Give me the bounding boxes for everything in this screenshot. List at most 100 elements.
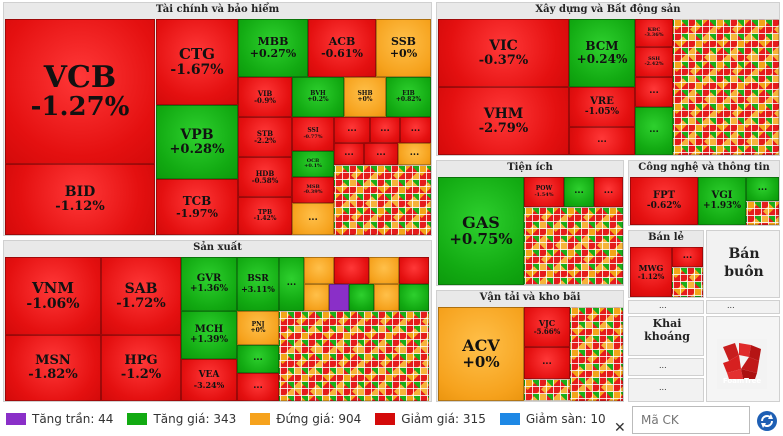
tile-vjc[interactable]: VJC -5.66% xyxy=(524,307,570,347)
sector-wholesale[interactable]: Bán buôn xyxy=(706,230,780,298)
tile-vpb[interactable]: VPB +0.28% xyxy=(156,105,238,179)
tile-vea[interactable]: VEA -3.24% xyxy=(181,359,237,401)
sector-retail[interactable]: Bán lẻ MWG -1.12% ... xyxy=(628,230,704,298)
tile-more[interactable]: ... xyxy=(400,117,431,143)
ticker-symbol: BID xyxy=(64,184,96,201)
tile-msn[interactable]: MSN -1.82% xyxy=(5,335,101,401)
tile-small[interactable] xyxy=(334,257,369,284)
tile-vgi[interactable]: VGI +1.93% xyxy=(698,177,746,225)
tile-small[interactable] xyxy=(369,257,399,284)
tile-bid[interactable]: BID -1.12% xyxy=(5,164,155,235)
tile-sab[interactable]: SAB -1.72% xyxy=(101,257,181,335)
sector-real-estate[interactable]: Xây dựng và Bất động sản VIC -0.37% VHM … xyxy=(436,2,780,156)
sector-misc[interactable]: FoamTree xyxy=(706,316,780,402)
tile-small[interactable] xyxy=(304,284,329,311)
tile-more[interactable]: ... xyxy=(334,117,370,143)
sector-misc[interactable]: ... xyxy=(628,378,704,402)
tile-tpb[interactable]: TPB -1.42% xyxy=(238,197,292,235)
tile-more[interactable]: ... xyxy=(237,373,279,401)
tile-small-ceiling[interactable] xyxy=(329,284,349,311)
tile-ssi[interactable]: SSI -0.77% xyxy=(292,117,334,151)
tile-more[interactable]: ... xyxy=(334,143,364,165)
sector-misc[interactable]: ... xyxy=(628,300,704,314)
tile-kbc[interactable]: KBC -3.36% xyxy=(635,19,673,47)
tile-ocb[interactable]: OCB +0.1% xyxy=(292,151,334,177)
tile-vib[interactable]: VIB -0.9% xyxy=(238,77,292,117)
tile-ssb[interactable]: SSB +0% xyxy=(376,19,431,77)
clear-search-button[interactable]: ✕ xyxy=(614,420,626,436)
tile-bsr[interactable]: BSR +3.11% xyxy=(237,257,279,311)
tile-gvr[interactable]: GVR +1.36% xyxy=(181,257,237,311)
small-tiles-mosaic[interactable] xyxy=(746,201,779,225)
ticker-symbol: MWG xyxy=(638,263,664,274)
ticker-change: +0.2% xyxy=(307,96,329,103)
small-tiles-mosaic[interactable] xyxy=(279,311,429,401)
tile-pnj[interactable]: PNJ +0% xyxy=(237,311,279,345)
tile-more[interactable]: ... xyxy=(594,177,623,207)
sector-misc[interactable]: ... xyxy=(628,358,704,376)
sector-tech[interactable]: Công nghệ và thông tin FPT -0.62% VGI +1… xyxy=(628,160,780,226)
tile-small[interactable] xyxy=(349,284,374,311)
tile-more[interactable]: ... xyxy=(635,107,673,155)
tile-tcb[interactable]: TCB -1.97% xyxy=(156,179,238,235)
tile-more[interactable]: ... xyxy=(672,247,703,267)
tile-mbb[interactable]: MBB +0.27% xyxy=(238,19,308,77)
tile-small[interactable] xyxy=(399,284,429,311)
tile-small[interactable] xyxy=(374,284,399,311)
ticker-symbol: MBB xyxy=(257,35,289,49)
ticker-symbol: CTG xyxy=(179,44,215,63)
sector-mining[interactable]: Khai khoáng xyxy=(628,316,704,356)
small-tiles-mosaic[interactable] xyxy=(334,165,431,235)
tile-vhm[interactable]: VHM -2.79% xyxy=(438,87,569,155)
tile-hdb[interactable]: HDB -0.58% xyxy=(238,157,292,197)
tile-more[interactable]: ... xyxy=(564,177,594,207)
tile-small[interactable] xyxy=(399,257,429,284)
tile-more[interactable]: ... xyxy=(370,117,400,143)
tile-more[interactable]: ... xyxy=(279,257,304,311)
tile-more[interactable]: ... xyxy=(237,345,279,373)
small-tiles-mosaic[interactable] xyxy=(524,207,623,285)
tile-vcb[interactable]: VCB -1.27% xyxy=(5,19,155,164)
tile-more[interactable]: ... xyxy=(569,127,635,155)
tile-small[interactable] xyxy=(304,257,334,284)
tile-eib[interactable]: EIB +0.82% xyxy=(386,77,431,117)
tile-ssh[interactable]: SSH -2.42% xyxy=(635,47,673,77)
sector-utilities[interactable]: Tiện ích GAS +0.75% POW -1.54% ... ... xyxy=(436,160,624,286)
small-tiles-mosaic[interactable] xyxy=(673,19,779,155)
refresh-icon[interactable] xyxy=(756,410,778,432)
tile-more[interactable]: ... xyxy=(292,203,334,235)
legend-item-floor: Giảm sàn: 10 xyxy=(499,412,606,426)
sector-misc[interactable]: ... xyxy=(706,300,780,314)
tile-msb[interactable]: MSB -0.39% xyxy=(292,177,334,203)
tile-vnm[interactable]: VNM -1.06% xyxy=(5,257,101,335)
tile-mwg[interactable]: MWG -1.12% xyxy=(630,247,672,297)
sector-finance[interactable]: Tài chính và bảo hiểm VCB -1.27% BID -1.… xyxy=(3,2,432,236)
small-tiles-mosaic[interactable] xyxy=(524,379,570,401)
tile-more[interactable]: ... xyxy=(364,143,398,165)
tile-fpt[interactable]: FPT -0.62% xyxy=(630,177,698,225)
tile-more[interactable]: ... xyxy=(746,177,779,201)
tile-ctg[interactable]: CTG -1.67% xyxy=(156,19,238,105)
tile-stb[interactable]: STB -2.2% xyxy=(238,117,292,157)
tile-acb[interactable]: ACB -0.61% xyxy=(308,19,376,77)
tile-more[interactable]: ... xyxy=(398,143,431,165)
tile-bcm[interactable]: BCM +0.24% xyxy=(569,19,635,87)
ticker-change: +0.75% xyxy=(449,229,513,248)
tile-pow[interactable]: POW -1.54% xyxy=(524,177,564,207)
tile-hpg[interactable]: HPG -1.2% xyxy=(101,335,181,401)
small-tiles-mosaic[interactable] xyxy=(672,267,703,297)
stock-search-input[interactable] xyxy=(632,406,750,434)
ticker-change: -3.36% xyxy=(644,32,664,38)
tile-gas[interactable]: GAS +0.75% xyxy=(438,177,524,285)
tile-vre[interactable]: VRE -1.05% xyxy=(569,87,635,127)
tile-bvh[interactable]: BVH +0.2% xyxy=(292,77,344,117)
small-tiles-mosaic[interactable] xyxy=(570,307,623,401)
tile-acv[interactable]: ACV +0% xyxy=(438,307,524,401)
sector-manufacturing[interactable]: Sản xuất VNM -1.06% MSN -1.82% SAB -1.72… xyxy=(3,240,432,402)
tile-vic[interactable]: VIC -0.37% xyxy=(438,19,569,87)
tile-mch[interactable]: MCH +1.39% xyxy=(181,311,237,359)
tile-more[interactable]: ... xyxy=(524,347,570,379)
tile-shb[interactable]: SHB +0% xyxy=(344,77,386,117)
sector-transport[interactable]: Vận tải và kho bãi ACV +0% VJC -5.66% ..… xyxy=(436,290,624,402)
tile-more[interactable]: ... xyxy=(635,77,673,107)
